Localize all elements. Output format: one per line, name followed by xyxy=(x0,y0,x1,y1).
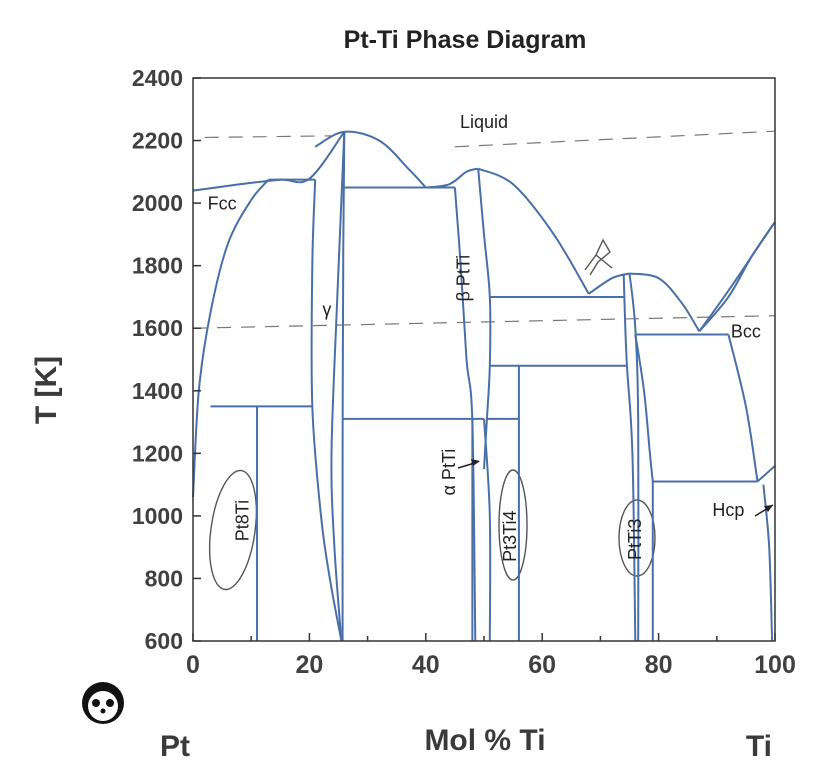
ptti-liquidus-left xyxy=(425,167,479,189)
hcp-arrow xyxy=(754,504,774,517)
bcc-solvus-left xyxy=(634,334,654,482)
phase-label-alpha-ptti: α PtTi xyxy=(439,449,459,496)
x-tick-label: 20 xyxy=(295,651,323,679)
ptti3-liquidus-right xyxy=(629,272,701,332)
phase-label-ptti3: PtTi3 xyxy=(625,519,645,560)
x-tick-label: 60 xyxy=(528,651,556,679)
phase-label-pt3ti4: Pt3Ti4 xyxy=(500,511,520,562)
y-tick-label: 2400 xyxy=(132,65,183,91)
phase-boundaries xyxy=(192,130,776,642)
pencil-circle-pt3ti4 xyxy=(498,469,528,581)
x-axis-title: Mol % Ti xyxy=(424,724,545,757)
ptti-liquidus-right xyxy=(477,167,590,295)
end-label-pt: Pt xyxy=(160,730,190,763)
chart-title: Pt-Ti Phase Diagram xyxy=(344,26,587,54)
ptti3-left-boundary xyxy=(622,275,637,642)
x-tick-label: 80 xyxy=(645,651,673,679)
y-tick-label: 1800 xyxy=(132,253,183,279)
beta-ptti-left-boundary xyxy=(453,187,477,642)
x-tick-label: 40 xyxy=(412,651,440,679)
y-axis-title: T [K] xyxy=(30,356,63,424)
y-tick-label: 600 xyxy=(145,628,183,654)
bcc-solvus-right xyxy=(727,334,759,482)
fcc-liquidus xyxy=(192,131,346,192)
fcc-solidus xyxy=(192,179,270,498)
alpha-ptti-arrow xyxy=(457,459,480,469)
x-tick-label: 100 xyxy=(754,651,796,679)
y-tick-label: 800 xyxy=(145,565,183,591)
ptti3-liquidus-left xyxy=(588,272,630,295)
phase-label-gamma: γ xyxy=(322,300,331,320)
gamma-right-boundary xyxy=(341,131,346,642)
ptti3-right-boundary xyxy=(628,273,640,642)
pencil-scribble xyxy=(584,238,613,276)
y-tick-label: 1400 xyxy=(132,378,183,404)
y-tick-label: 1000 xyxy=(132,503,183,529)
panda-logo xyxy=(82,682,124,724)
phase-label-hcp: Hcp xyxy=(712,500,744,520)
y-tick-label: 1200 xyxy=(132,440,183,466)
isotherms xyxy=(210,178,758,483)
plot-frame xyxy=(192,77,776,642)
gamma-left-boundary xyxy=(310,179,343,642)
x-axis-ticks: 0 20 40 60 80 100 xyxy=(186,633,796,679)
y-tick-label: 2200 xyxy=(132,128,183,154)
end-label-ti: Ti xyxy=(746,730,772,763)
pencil-notes xyxy=(208,238,656,591)
phase-label-fcc: Fcc xyxy=(208,193,237,213)
y-tick-label: 2000 xyxy=(132,190,183,216)
pencil-circle-pt8ti xyxy=(208,469,258,591)
gamma-center-boundary xyxy=(330,131,346,642)
hcp-right-drop xyxy=(762,484,774,642)
y-axis-ticks: 600 800 1000 1200 1400 1600 1800 2000 2200 2400 xyxy=(132,65,201,654)
beta-ptti-right-boundary xyxy=(477,168,492,470)
pencil-circle-ptti3 xyxy=(618,499,656,577)
phase-label-beta-ptti: β PtTi xyxy=(453,255,473,302)
y-tick-label: 1600 xyxy=(132,315,183,341)
gamma-dome-liquidus xyxy=(314,130,427,189)
pencil-dashed-line xyxy=(454,130,776,148)
phase-label-pt8ti: Pt8Ti xyxy=(232,500,252,541)
pencil-dashed-line xyxy=(204,135,333,139)
pencil-dashed-line xyxy=(192,315,776,329)
bcc-solidus xyxy=(698,221,776,332)
hcp-boundary xyxy=(756,465,776,483)
phase-label-liquid: Liquid xyxy=(460,112,508,132)
x-tick-label: 0 xyxy=(186,651,200,679)
compound-lines xyxy=(256,365,654,641)
alpha-ptti-right-boundary xyxy=(483,418,492,642)
phase-labels: Liquid Fcc γ β PtTi Bcc α PtTi Pt8Ti Pt3Ti4 PtTi… xyxy=(208,112,761,562)
dashed-guides xyxy=(192,130,776,329)
phase-label-bcc: Bcc xyxy=(731,322,761,342)
